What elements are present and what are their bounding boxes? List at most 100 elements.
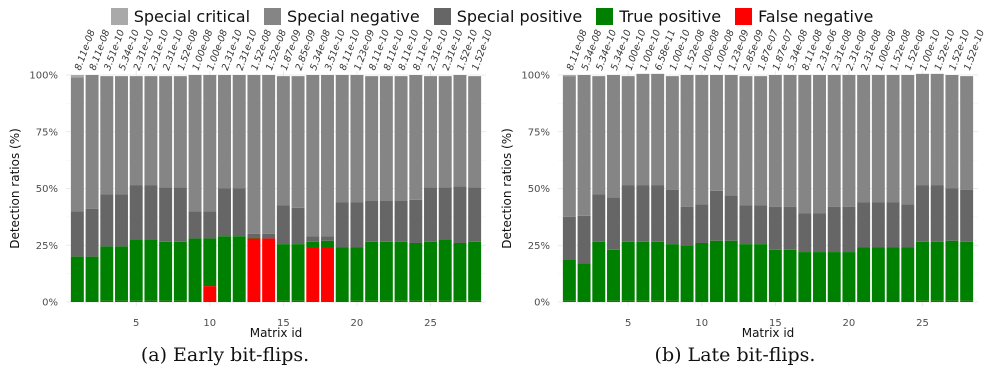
- bar-segment: [680, 206, 694, 246]
- bar-segment: [365, 76, 379, 201]
- bar-segment: [724, 75, 738, 196]
- bar-segment: [783, 206, 797, 250]
- bar-segment: [173, 76, 187, 188]
- y-tick-label: 75%: [36, 127, 58, 138]
- bar-segment: [798, 213, 812, 253]
- bar-segment: [930, 185, 944, 242]
- bar-segment: [70, 77, 84, 212]
- bar-segment: [562, 216, 576, 261]
- bar-segment: [453, 300, 467, 302]
- bar-segment: [724, 240, 738, 302]
- bar-segment: [306, 236, 320, 242]
- bar-segment: [276, 205, 290, 245]
- bar-segment: [798, 75, 812, 214]
- bar-segment: [577, 215, 591, 264]
- x-axis-title: Matrix id: [742, 326, 795, 340]
- bar-segment: [335, 202, 349, 248]
- bar-segment: [680, 245, 694, 302]
- bar-segment: [665, 76, 679, 190]
- bar-segment: [754, 76, 768, 206]
- bar-segment: [409, 75, 423, 200]
- y-tick-label: 0%: [534, 298, 550, 309]
- bar-segment: [468, 300, 482, 302]
- bar-segment: [636, 300, 650, 302]
- bar-segment: [468, 241, 482, 301]
- bar-segment: [621, 76, 635, 186]
- bar-segment: [916, 300, 929, 302]
- bar-segment: [636, 73, 650, 186]
- y-tick-label: 50%: [36, 184, 58, 195]
- bar-segment: [188, 75, 202, 212]
- bar-segment: [783, 249, 797, 302]
- bar-segment: [621, 185, 635, 242]
- bar-segment: [592, 194, 606, 242]
- bar-segment: [276, 244, 290, 301]
- bar-segment: [636, 241, 650, 301]
- bar-segment: [291, 244, 305, 301]
- bar-segment: [768, 75, 782, 207]
- bar-segment: [276, 76, 290, 206]
- bar-segment: [783, 75, 797, 207]
- bar-segment: [409, 199, 423, 243]
- bar-segment: [306, 247, 320, 302]
- bar-segment: [365, 200, 379, 242]
- bar-segment: [680, 75, 694, 207]
- x-tick-label: 25: [916, 318, 929, 329]
- bar-segment: [901, 204, 915, 248]
- bar-segment: [768, 249, 782, 302]
- bar-segment: [577, 75, 591, 216]
- bar-segment: [306, 75, 320, 237]
- bar-segment: [901, 75, 915, 205]
- bar-segment: [651, 300, 665, 302]
- bar-segment: [70, 256, 84, 302]
- bar-segment: [768, 206, 782, 250]
- bar-segment: [70, 75, 84, 78]
- bar-segment: [203, 286, 217, 302]
- bar-segment: [930, 300, 944, 302]
- bar-segment: [695, 204, 709, 243]
- y-tick-label: 100%: [29, 71, 58, 82]
- bar-segment: [129, 185, 143, 240]
- bar-segment: [827, 75, 841, 207]
- legend-label: False negative: [758, 6, 874, 26]
- bar-segment: [857, 202, 871, 248]
- caption-late-bit-flips: (b) Late bit-flips.: [654, 344, 816, 366]
- bar-segment: [203, 75, 217, 212]
- bar-segment: [607, 249, 620, 301]
- x-tick-label: 5: [133, 318, 139, 329]
- bar-segment: [409, 242, 423, 301]
- chart-late-bit-flips: 0%25%50%75%100%8.11e-085.34e-085.34e-105…: [500, 28, 984, 340]
- bar-segment: [607, 300, 620, 302]
- x-axis-title: Matrix id: [250, 326, 303, 340]
- bar-segment: [203, 238, 217, 287]
- bar-segment: [930, 241, 944, 301]
- bar-segment: [100, 76, 114, 195]
- bar-segment: [871, 202, 885, 248]
- bar-segment: [562, 76, 576, 217]
- bar-segment: [695, 242, 709, 302]
- bar-segment: [562, 260, 576, 301]
- bar-segment: [453, 242, 467, 301]
- bar-segment: [262, 75, 276, 234]
- bar-segment: [621, 300, 635, 302]
- bar-segment: [424, 241, 437, 301]
- bar-segment: [562, 300, 576, 302]
- legend-item: False negative: [735, 7, 873, 26]
- bar-segment: [945, 188, 959, 241]
- legend-swatch: [596, 7, 614, 25]
- bar-segment: [394, 241, 408, 301]
- bar-segment: [350, 75, 364, 203]
- bar-segment: [232, 236, 246, 302]
- bar-segment: [651, 241, 665, 301]
- bar-segment: [424, 300, 437, 302]
- bar-segment: [813, 213, 826, 253]
- bar-segment: [394, 76, 408, 201]
- bar-segment: [350, 247, 364, 301]
- bar-segment: [115, 194, 128, 247]
- bar-segment: [379, 300, 393, 302]
- bar-segment: [960, 300, 974, 302]
- bar-segment: [665, 189, 679, 245]
- bar-segment: [930, 73, 944, 186]
- bar-segment: [577, 263, 591, 302]
- bar-segment: [813, 252, 826, 302]
